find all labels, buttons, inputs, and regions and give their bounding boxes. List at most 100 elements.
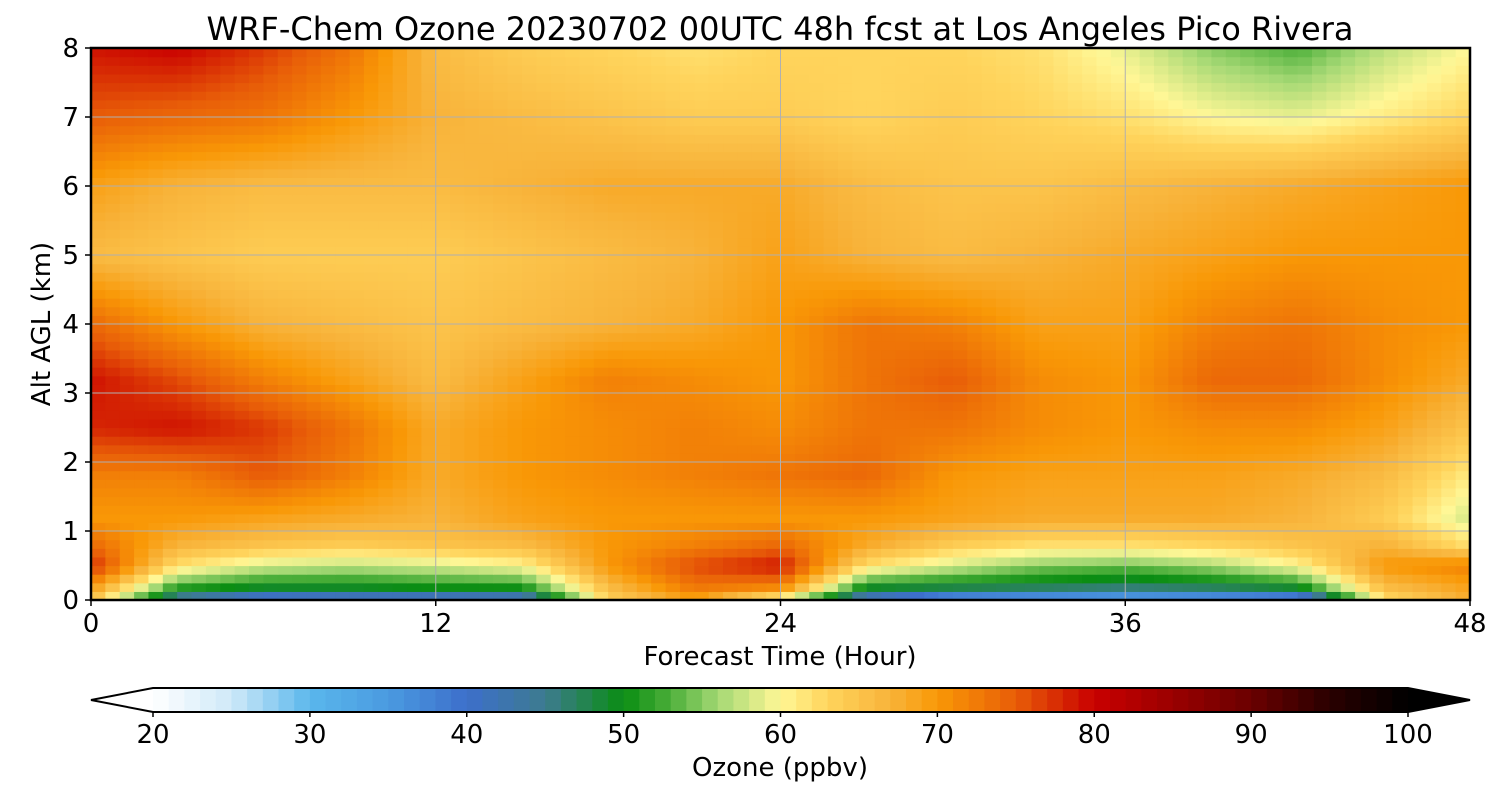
heatmap-cell — [1369, 496, 1385, 506]
heatmap-cell — [134, 444, 150, 454]
heatmap-cell — [1326, 298, 1342, 308]
heatmap-cell — [1268, 496, 1284, 506]
heatmap-cell — [91, 211, 106, 222]
heatmap-cell — [1153, 341, 1169, 351]
heatmap-cell — [407, 367, 422, 377]
heatmap-cell — [392, 479, 408, 489]
heatmap-cell — [909, 591, 925, 601]
heatmap-cell — [91, 332, 106, 342]
heatmap-cell — [119, 272, 135, 282]
heatmap-cell — [1455, 565, 1471, 575]
heatmap-cell — [392, 574, 408, 584]
heatmap-cell — [1326, 375, 1342, 385]
heatmap-cell — [608, 151, 624, 161]
heatmap-cell — [205, 401, 221, 411]
heatmap-cell — [1153, 436, 1169, 446]
heatmap-cell — [335, 177, 351, 187]
heatmap-cell — [1254, 255, 1270, 265]
heatmap-cell — [1182, 177, 1198, 187]
heatmap-cell — [737, 384, 753, 394]
heatmap-cell — [1441, 332, 1457, 342]
heatmap-cell — [995, 237, 1011, 247]
heatmap-cell — [1283, 444, 1299, 454]
heatmap-cell — [952, 393, 968, 403]
heatmap-cell — [1024, 237, 1040, 247]
heatmap-cell — [866, 513, 882, 523]
heatmap-cell — [823, 324, 839, 334]
heatmap-cell — [435, 315, 451, 325]
heatmap-cell — [909, 177, 925, 187]
heatmap-cell — [105, 436, 121, 446]
heatmap-cell — [1311, 341, 1327, 351]
heatmap-cell — [823, 427, 839, 437]
heatmap-cell — [162, 462, 178, 472]
heatmap-cell — [1039, 505, 1055, 515]
heatmap-cell — [292, 367, 308, 377]
heatmap-cell — [162, 582, 178, 592]
heatmap-cell — [751, 513, 767, 523]
heatmap-cell — [220, 548, 236, 558]
heatmap-cell — [1110, 151, 1126, 161]
heatmap-cell — [435, 565, 451, 575]
heatmap-cell — [363, 220, 379, 230]
heatmap-cell — [277, 453, 293, 463]
heatmap-cell — [1024, 306, 1040, 316]
heatmap-cell — [938, 332, 954, 342]
heatmap-cell — [780, 513, 796, 523]
heatmap-cell — [162, 160, 178, 170]
heatmap-cell — [1455, 324, 1471, 334]
heatmap-cell — [349, 194, 365, 204]
heatmap-cell — [277, 263, 293, 273]
heatmap-cell — [421, 522, 437, 532]
heatmap-cell — [751, 487, 767, 498]
heatmap-cell — [421, 393, 437, 403]
heatmap-cell — [521, 444, 537, 454]
heatmap-cell — [1024, 349, 1040, 360]
heatmap-cell — [320, 332, 336, 342]
heatmap-cell — [737, 211, 753, 222]
heatmap-cell — [292, 255, 308, 265]
heatmap-cell — [593, 324, 609, 334]
heatmap-cell — [1039, 160, 1055, 170]
heatmap-cell — [1254, 229, 1270, 239]
heatmap-cell — [866, 574, 882, 584]
heatmap-cell — [550, 401, 566, 411]
heatmap-cell — [1125, 393, 1141, 403]
heatmap-cell — [1426, 470, 1442, 480]
heatmap-cell — [148, 574, 164, 584]
heatmap-cell — [464, 151, 480, 161]
heatmap-cell — [737, 574, 753, 584]
heatmap-cell — [363, 556, 379, 567]
heatmap-cell — [1168, 505, 1184, 515]
heatmap-cell — [924, 168, 940, 178]
heatmap-cell — [392, 272, 408, 282]
heatmap-cell — [636, 349, 652, 360]
heatmap-cell — [435, 211, 451, 222]
heatmap-cell — [794, 332, 810, 342]
heatmap-cell — [1268, 194, 1284, 204]
heatmap-cell — [1153, 574, 1169, 584]
heatmap-cell — [593, 591, 609, 601]
heatmap-cell — [924, 220, 940, 230]
heatmap-cell — [392, 298, 408, 308]
heatmap-cell — [234, 401, 250, 411]
heatmap-cell — [1125, 436, 1141, 446]
heatmap-cell — [91, 246, 106, 256]
heatmap-cell — [1441, 203, 1457, 213]
heatmap-cell — [780, 341, 796, 351]
heatmap-cell — [536, 186, 552, 196]
heatmap-cell — [593, 548, 609, 558]
heatmap-cell — [191, 410, 207, 420]
heatmap-cell — [924, 384, 940, 394]
heatmap-cell — [148, 375, 164, 385]
heatmap-cell — [177, 349, 193, 360]
heatmap-cell — [148, 367, 164, 377]
heatmap-cell — [521, 289, 537, 299]
heatmap-cell — [1383, 272, 1399, 282]
heatmap-cell — [220, 272, 236, 282]
heatmap-cell — [766, 272, 782, 282]
heatmap-cell — [981, 418, 997, 429]
heatmap-cell — [579, 375, 595, 385]
heatmap-cell — [1283, 358, 1299, 368]
heatmap-cell — [234, 177, 250, 187]
